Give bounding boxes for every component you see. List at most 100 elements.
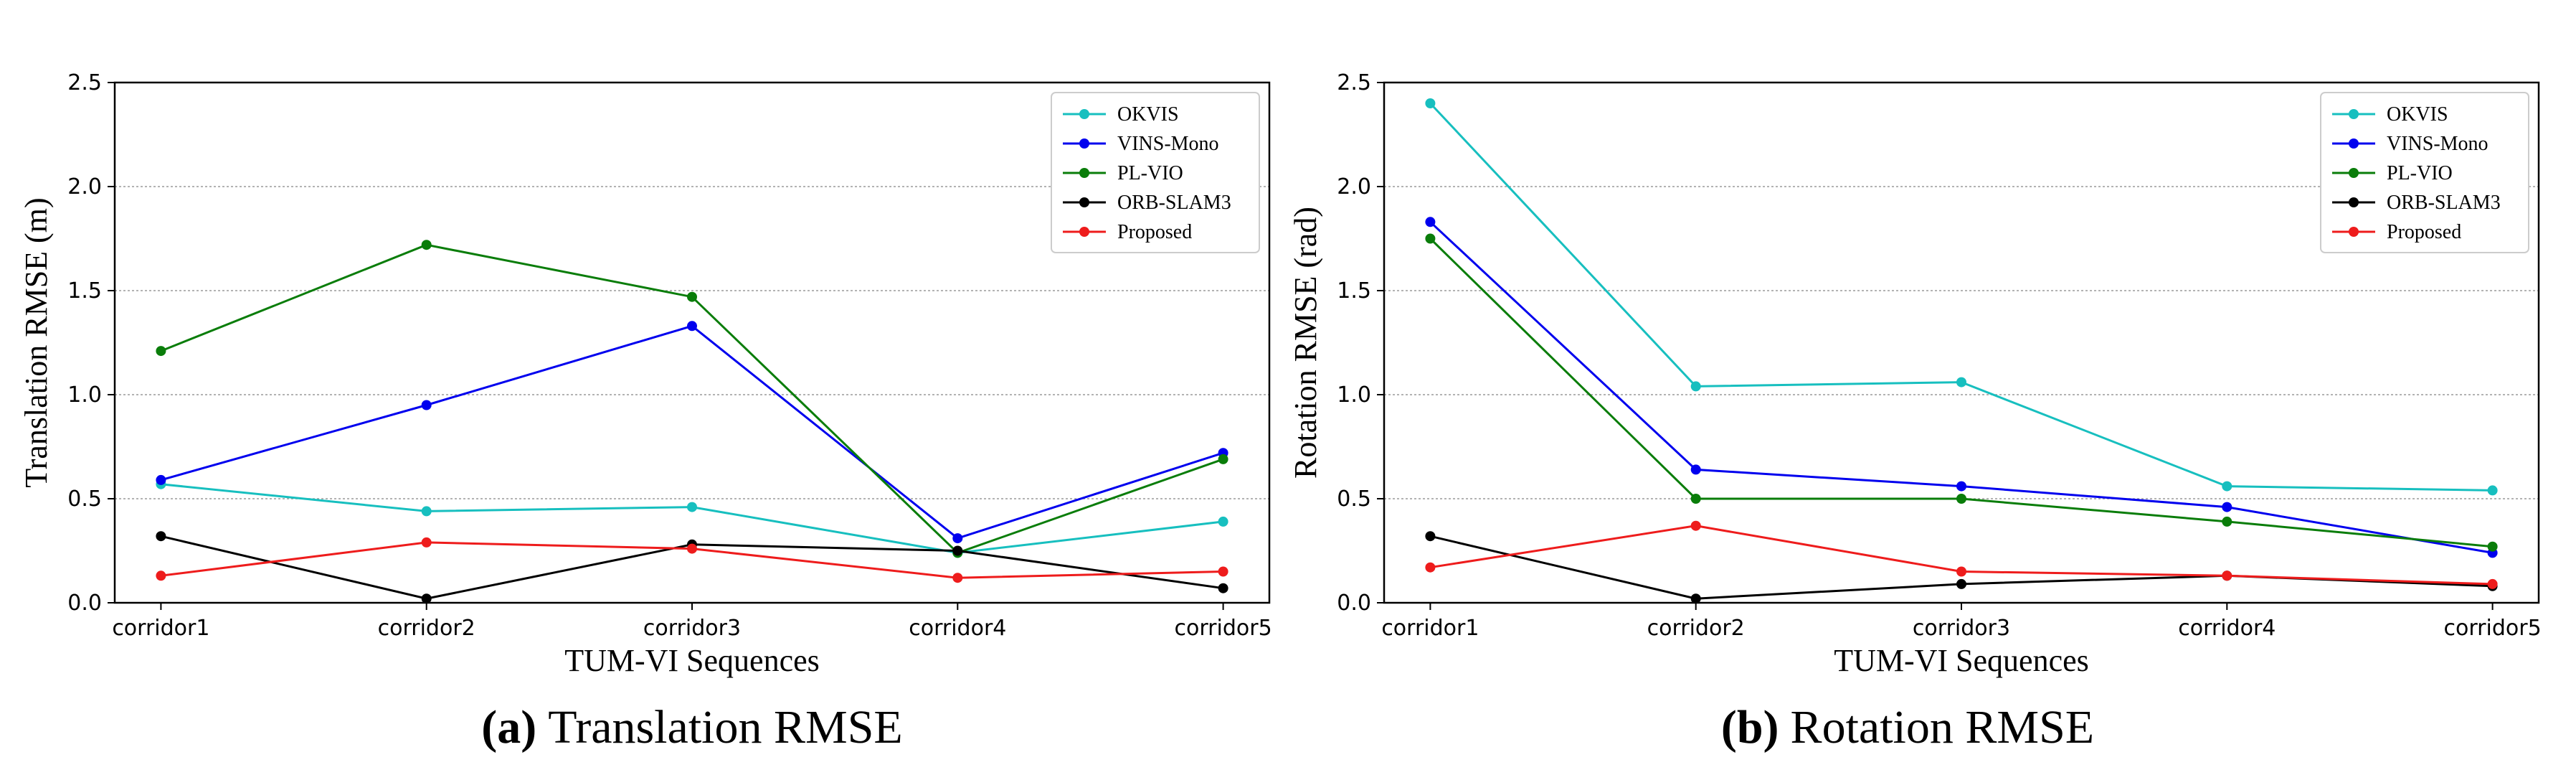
- legend-box: [2320, 92, 2529, 253]
- x-tick-label: corridor4: [909, 616, 1006, 641]
- data-point-okvis: [1425, 98, 1436, 108]
- data-point-pl-vio: [1425, 233, 1436, 244]
- legend-marker: [2349, 138, 2359, 149]
- data-point-okvis: [421, 506, 432, 517]
- y-tick-label: 1.5: [1337, 278, 1371, 304]
- plot-frame: [1383, 81, 2540, 604]
- data-point-pl-vio: [1690, 494, 1701, 504]
- legend-entry: ORB-SLAM3: [2387, 192, 2501, 214]
- data-point-okvis: [2487, 485, 2498, 496]
- legend-marker: [1079, 109, 1089, 119]
- data-point-orb-slam3: [1218, 583, 1228, 593]
- data-point-pl-vio: [1218, 454, 1228, 464]
- chart-panel-2: 0.0 0.5 1.0 1.5 2.0 2.5 corridor1 corridor2 corr…: [1288, 70, 2542, 753]
- y-axis-label: Rotation RMSE (rad): [1288, 207, 1323, 479]
- caption-letter: (b): [1721, 701, 1779, 753]
- y-tick-label: 0.0: [67, 591, 102, 616]
- data-point-proposed: [1218, 566, 1228, 577]
- y-tick-label: 1.5: [67, 278, 102, 304]
- x-tick-label: corridor1: [112, 616, 209, 641]
- data-point-pl-vio: [156, 346, 166, 357]
- legend-entry: OKVIS: [2387, 103, 2448, 126]
- data-point-vins-mono: [2222, 502, 2232, 512]
- y-tick-label: 1.0: [67, 382, 102, 408]
- data-point-orb-slam3: [1956, 578, 1966, 589]
- data-point-vins-mono: [1956, 481, 1966, 492]
- data-point-orb-slam3: [1690, 593, 1701, 604]
- data-point-orb-slam3: [156, 531, 166, 542]
- y-tick-label: 0.0: [1337, 591, 1371, 616]
- caption: (a) Translation RMSE: [481, 701, 902, 753]
- x-axis-label: TUM-VI Sequences: [564, 643, 820, 678]
- x-tick-label: corridor2: [1647, 616, 1745, 641]
- y-tick-label: 2.0: [67, 174, 102, 199]
- data-point-okvis: [687, 502, 697, 512]
- data-point-vins-mono: [952, 533, 963, 544]
- x-tick-label: corridor5: [2444, 616, 2542, 641]
- caption-letter: (a): [481, 701, 536, 753]
- data-point-pl-vio: [2222, 516, 2232, 527]
- y-tick-label: 0.5: [1337, 487, 1371, 512]
- x-tick-label: corridor5: [1175, 616, 1272, 641]
- data-point-vins-mono: [687, 321, 697, 332]
- x-tick-label: corridor1: [1381, 616, 1479, 641]
- data-point-vins-mono: [156, 474, 166, 485]
- legend-marker: [2349, 197, 2359, 207]
- legend-entry: VINS-Mono: [1117, 133, 1219, 155]
- data-point-proposed: [1690, 520, 1701, 531]
- x-tick-label: corridor4: [2178, 616, 2276, 641]
- legend-marker: [1079, 138, 1089, 149]
- data-point-proposed: [1956, 566, 1966, 577]
- data-point-okvis: [1956, 377, 1966, 388]
- data-point-pl-vio: [2487, 541, 2498, 552]
- data-point-proposed: [1425, 562, 1436, 573]
- legend-entry: Proposed: [2387, 221, 2461, 243]
- legend-marker: [1079, 168, 1089, 178]
- legend-entry: Proposed: [1117, 221, 1192, 243]
- legend: OKVIS VINS-Mono PL-VIO ORB-SLAM3 Proposed: [1051, 92, 1260, 253]
- data-point-pl-vio: [421, 240, 432, 250]
- data-point-okvis: [2222, 481, 2232, 492]
- legend-marker: [2349, 227, 2359, 237]
- plot-frame: [113, 81, 1271, 604]
- legend-entry: PL-VIO: [1117, 162, 1183, 184]
- data-point-orb-slam3: [952, 545, 963, 556]
- data-point-orb-slam3: [421, 593, 432, 604]
- data-point-proposed: [421, 537, 432, 548]
- legend-marker: [1079, 227, 1089, 237]
- data-point-proposed: [952, 573, 963, 583]
- data-point-vins-mono: [1425, 217, 1436, 227]
- y-tick-label: 0.5: [67, 487, 102, 512]
- data-point-proposed: [687, 543, 697, 554]
- legend-entry: PL-VIO: [2387, 162, 2453, 184]
- legend-box: [1051, 92, 1260, 253]
- y-tick-label: 1.0: [1337, 382, 1371, 408]
- legend-entry: ORB-SLAM3: [1117, 192, 1231, 214]
- x-tick-label: corridor3: [643, 616, 741, 641]
- data-point-proposed: [2222, 570, 2232, 581]
- data-point-pl-vio: [1956, 494, 1966, 504]
- data-point-pl-vio: [687, 291, 697, 302]
- data-point-orb-slam3: [1425, 531, 1436, 542]
- legend-marker: [2349, 168, 2359, 178]
- legend-marker: [2349, 109, 2359, 119]
- caption: (b) Rotation RMSE: [1721, 701, 2094, 753]
- y-tick-label: 2.5: [1337, 70, 1371, 95]
- legend-entry: OKVIS: [1117, 103, 1179, 126]
- y-tick-label: 2.5: [67, 70, 102, 95]
- data-point-okvis: [1218, 516, 1228, 527]
- data-point-proposed: [2487, 578, 2498, 589]
- caption-text: Translation RMSE: [548, 701, 902, 753]
- y-axis-label: Translation RMSE (m): [19, 197, 54, 487]
- y-tick-label: 2.0: [1337, 174, 1371, 199]
- legend: OKVIS VINS-Mono PL-VIO ORB-SLAM3 Proposed: [2320, 92, 2529, 253]
- data-point-okvis: [1690, 381, 1701, 392]
- legend-marker: [1079, 197, 1089, 207]
- legend-entry: VINS-Mono: [2387, 133, 2489, 155]
- data-point-proposed: [156, 570, 166, 581]
- chart-panel-1: 0.0 0.5 1.0 1.5 2.0 2.5 corridor1 corridor2 corr…: [19, 70, 1272, 753]
- caption-text: Rotation RMSE: [1791, 701, 2095, 753]
- data-point-vins-mono: [1690, 464, 1701, 475]
- x-axis-label: TUM-VI Sequences: [1834, 643, 2089, 678]
